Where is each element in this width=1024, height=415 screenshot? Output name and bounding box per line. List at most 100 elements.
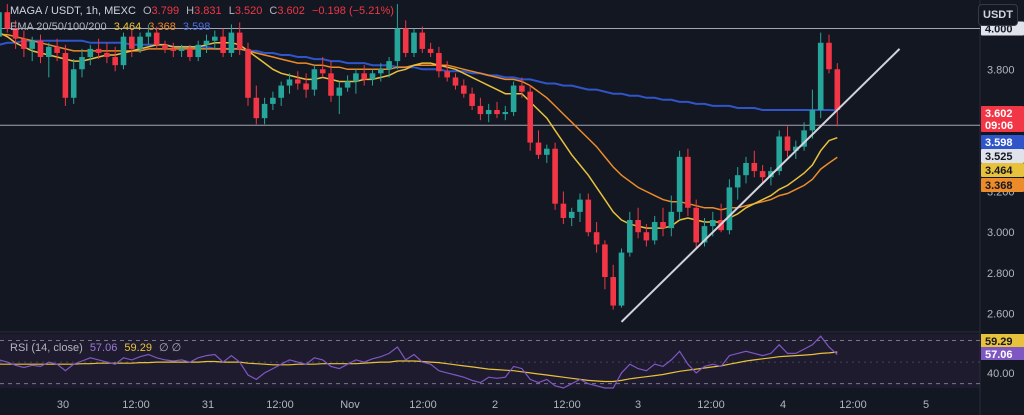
price-tick-label: 2.600 — [987, 309, 1015, 321]
time-axis-label: 30 — [57, 399, 69, 411]
candle-body — [477, 105, 484, 115]
currency-button[interactable]: USDT — [978, 4, 1018, 26]
price-tag-line — [981, 149, 1024, 163]
ema50-line — [0, 33, 838, 211]
candle-body — [784, 136, 791, 151]
time-axis-label: Nov — [340, 399, 360, 411]
candle-body — [104, 52, 110, 58]
candle-body — [660, 222, 666, 229]
candle-body — [743, 162, 749, 176]
rsi-legend[interactable]: RSI (14, close) 57.06 59.29 ∅ ∅ — [10, 341, 185, 354]
candle-body — [544, 148, 550, 155]
price-tick-label: 3.800 — [987, 64, 1015, 76]
candle-body — [129, 36, 135, 49]
candle-body — [776, 136, 782, 172]
candle-body — [220, 36, 226, 53]
rsi-ma-value: 59.29 — [124, 342, 152, 354]
candle-body — [452, 77, 459, 86]
candle-body — [793, 146, 799, 151]
candle-body — [469, 93, 475, 106]
candle-body — [801, 130, 807, 147]
ema-legend[interactable]: EMA 20/50/100/200 3.464 3.368 3.598 — [10, 21, 214, 33]
candle-body — [436, 52, 442, 72]
time-axis-label: 3 — [635, 399, 641, 411]
price-tag-value: 3.525 — [985, 151, 1013, 163]
candle-body — [319, 69, 326, 74]
candle-body — [137, 36, 143, 49]
candle-body — [270, 97, 276, 104]
ema100-value: 3.598 — [182, 21, 211, 33]
candle-body — [419, 32, 426, 49]
trendline — [620, 48, 901, 323]
rsi-line — [0, 335, 838, 389]
candle-body — [734, 175, 741, 188]
ema50-value: 3.368 — [148, 21, 176, 33]
time-axis-label: 2 — [492, 399, 498, 411]
candle-body — [710, 220, 716, 227]
candle-body — [0, 12, 2, 37]
candle-body — [62, 52, 69, 98]
candle-body — [461, 85, 467, 94]
ema-label: EMA 20/50/100/200 — [10, 21, 107, 33]
price-tag-ema100 — [981, 135, 1024, 149]
candle-body — [328, 73, 334, 96]
candle-body — [311, 69, 318, 90]
candle-body — [95, 48, 102, 53]
high-value: 3.831 — [194, 5, 222, 17]
change-value: −0.198 (−5.21%) — [311, 5, 394, 17]
candle-body — [602, 244, 608, 278]
candle-body — [162, 44, 168, 49]
candle-body — [427, 48, 434, 53]
candle-body — [21, 38, 27, 49]
rsi-pane-background — [0, 334, 980, 388]
candle-body — [560, 203, 567, 218]
candle-body — [402, 28, 409, 53]
candle-body — [627, 220, 633, 253]
low-label: L — [228, 5, 235, 17]
candle-body — [502, 112, 509, 115]
symbol-header: MAGA / USDT, 1h, MEXC O3.799 H3.831 L3.5… — [10, 5, 398, 17]
candle-body — [494, 110, 500, 115]
price-tag-value: 3.464 — [985, 165, 1013, 177]
candle-body — [12, 28, 19, 39]
open-label: O — [142, 5, 152, 17]
candle-body — [170, 48, 177, 51]
price-tag-ema20 — [981, 163, 1024, 177]
candle-body — [212, 36, 218, 41]
time-axis-label: 12:00 — [409, 399, 437, 411]
candle-body — [203, 40, 210, 45]
candle-body — [519, 85, 525, 92]
candle-body — [245, 48, 251, 98]
time-axis-label: 12:00 — [266, 399, 294, 411]
candle-body — [552, 148, 558, 204]
time-axis-label: 12:00 — [839, 399, 867, 411]
candle-body — [70, 69, 77, 98]
time-axis-label: 12:00 — [553, 399, 581, 411]
rsi-tag-rsi — [981, 347, 1024, 360]
candle-body — [120, 36, 127, 66]
price-tag-value: 3.368 — [985, 180, 1013, 192]
symbol-label[interactable]: MAGA / USDT, 1h, MEXC — [10, 5, 136, 17]
open-value: 3.799 — [151, 5, 180, 17]
candle-body — [228, 32, 235, 53]
price-tick-label: 2.800 — [987, 268, 1015, 280]
price-tag-value: 3.598 — [985, 137, 1013, 149]
candle-body — [253, 97, 260, 119]
candle-body — [577, 199, 583, 212]
rsi-tag-value: 59.29 — [985, 336, 1013, 348]
candle-body — [336, 87, 343, 96]
candle-body — [535, 142, 542, 155]
candle-body — [444, 71, 450, 78]
candle-body — [178, 48, 185, 51]
time-axis-label: 12:00 — [697, 399, 725, 411]
candle-body — [411, 32, 417, 53]
candle-body — [651, 222, 658, 241]
rsi-extra: ∅ ∅ — [159, 342, 182, 354]
candle-body — [261, 103, 268, 119]
candle-body — [87, 48, 94, 58]
price-tag-countdown: 09:06 — [985, 120, 1013, 132]
candle-body — [643, 232, 650, 241]
candle-body — [378, 69, 384, 74]
candle-body — [668, 211, 675, 229]
candle-body — [585, 199, 592, 233]
